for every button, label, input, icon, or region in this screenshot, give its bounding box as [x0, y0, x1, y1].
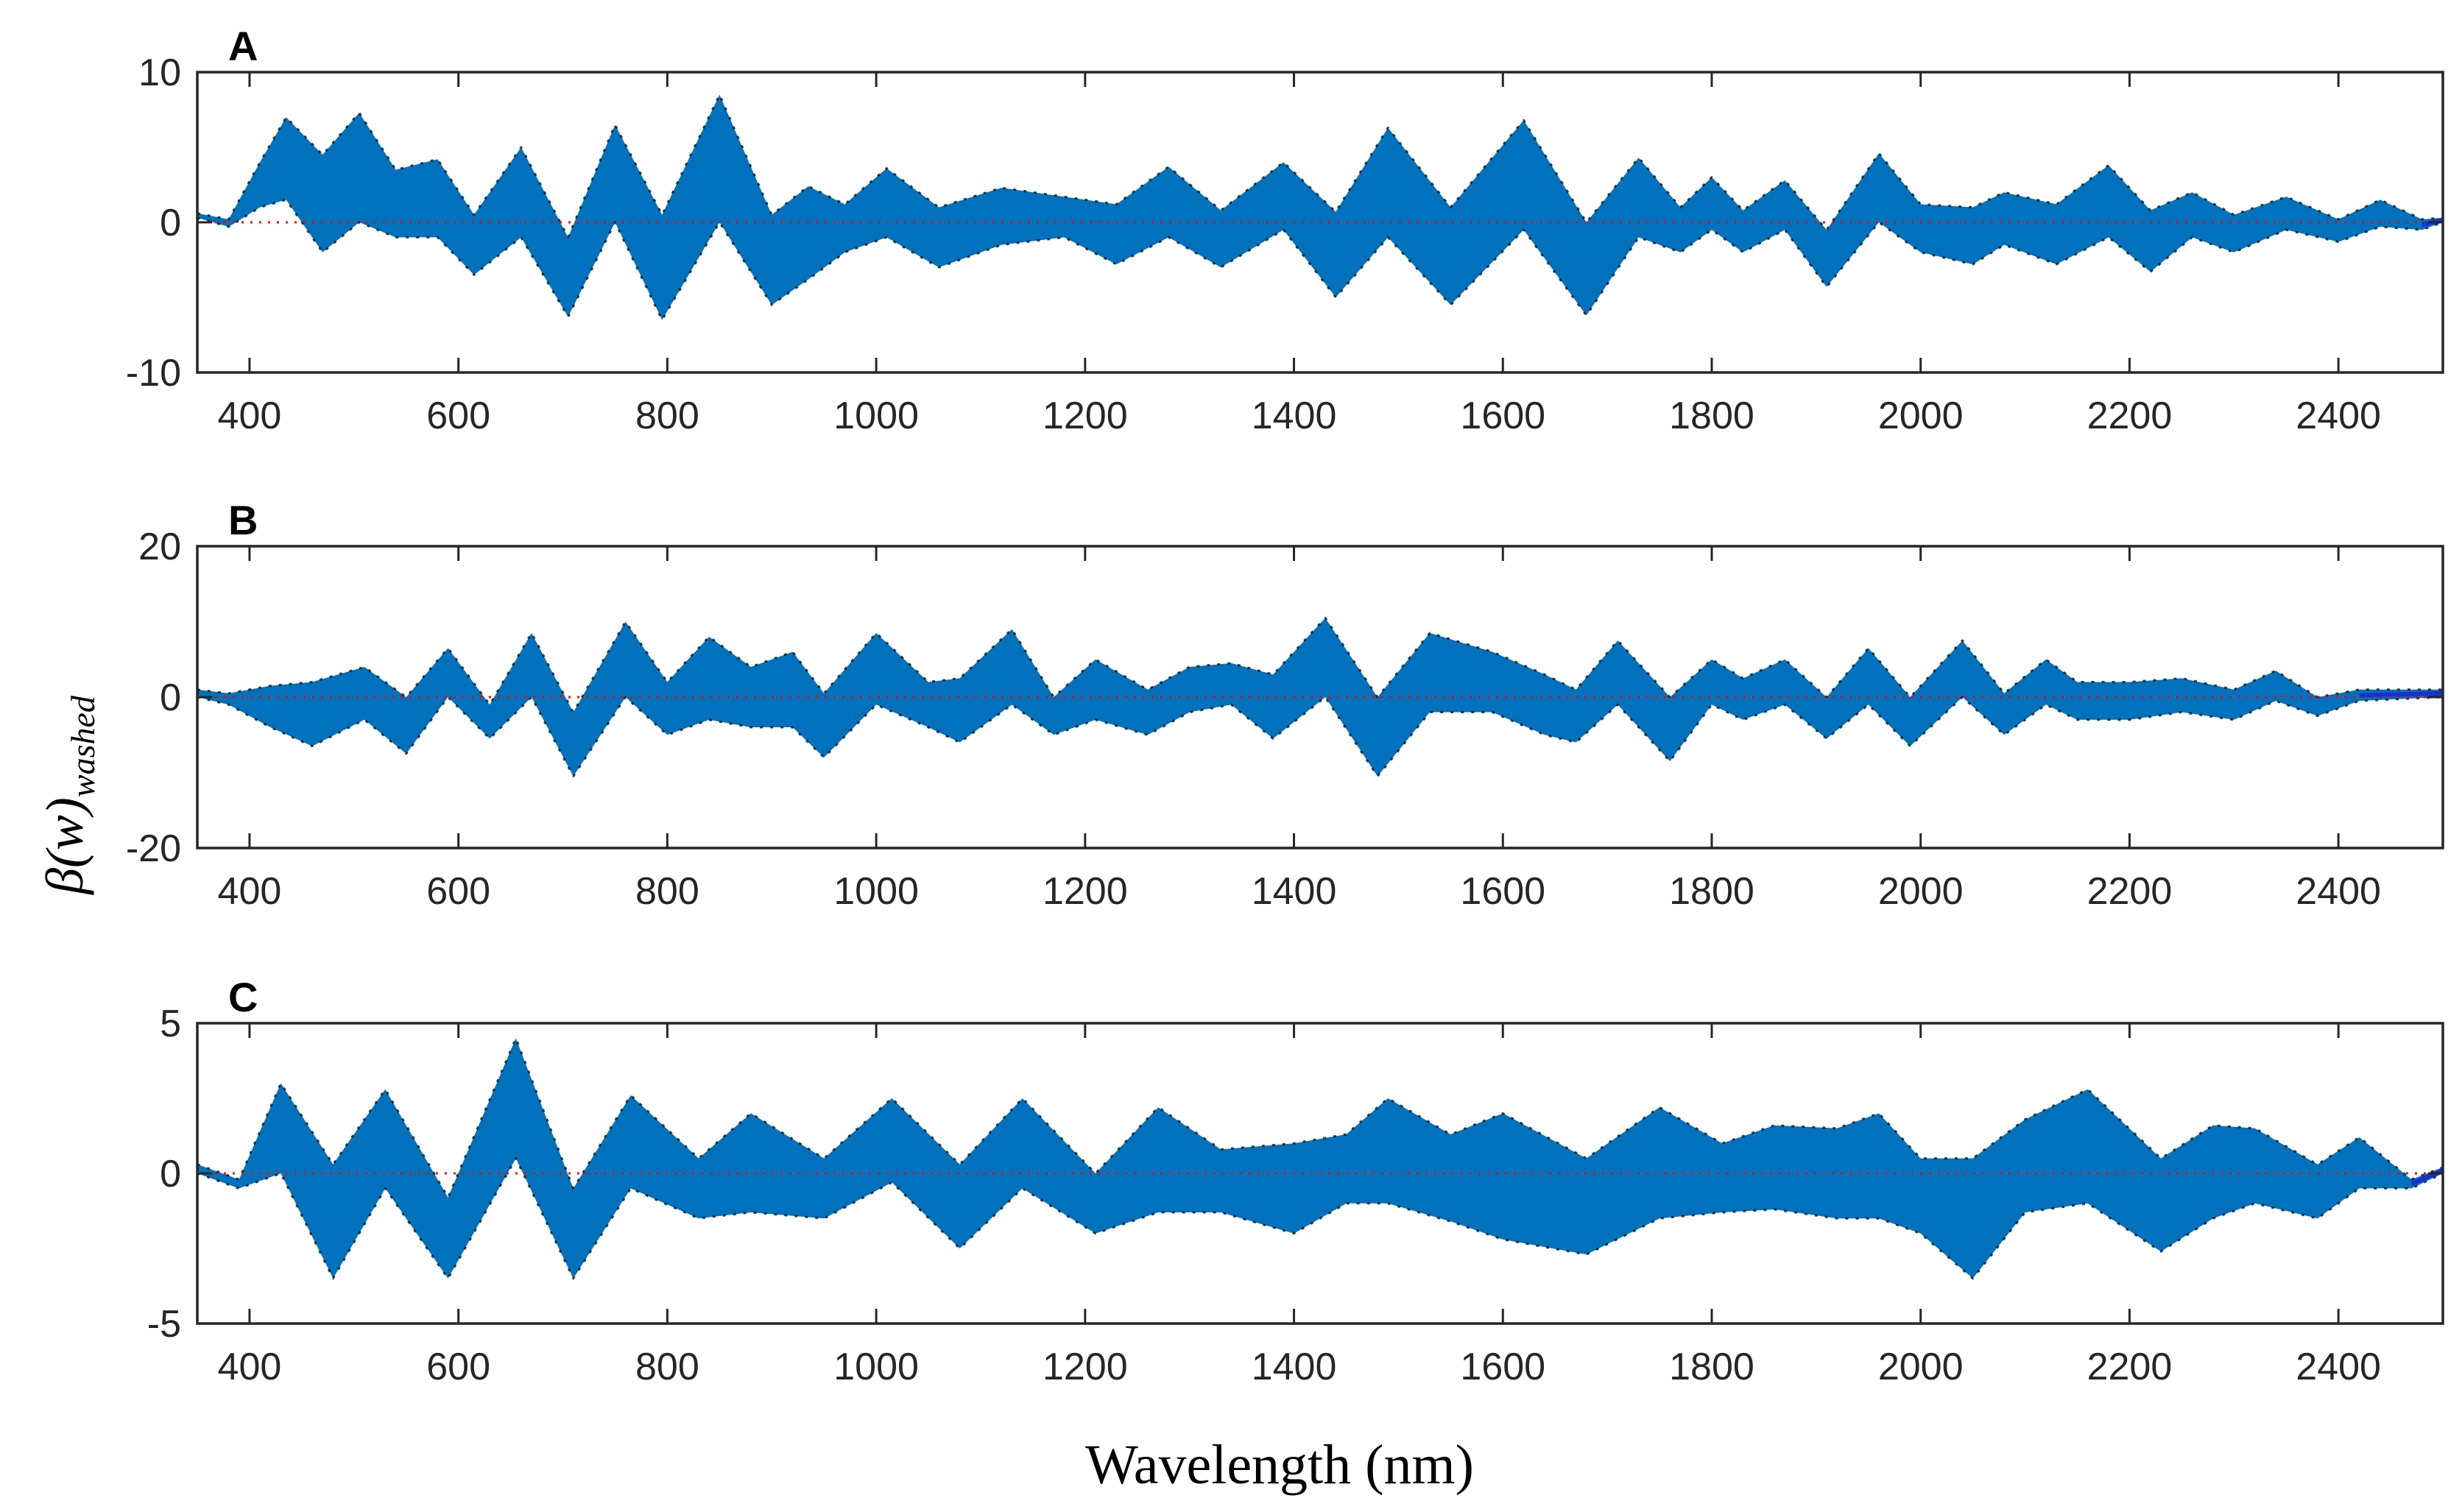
x-tick-label-a-2200: 2200: [2087, 395, 2173, 437]
band-upper-edge-b: [197, 616, 2443, 713]
x-tick-label-c-400: 400: [218, 1346, 282, 1388]
x-tick-label-b-1200: 1200: [1043, 870, 1128, 913]
panel-label-b: B: [228, 497, 258, 543]
series-end-b: [2359, 690, 2443, 698]
y-tick-label-b--20: -20: [126, 827, 181, 870]
x-tick-label-c-800: 800: [635, 1346, 699, 1388]
panel-label-a: A: [228, 23, 258, 69]
x-tick-label-b-1800: 1800: [1669, 870, 1754, 913]
band-lower-edge-a: [197, 198, 2443, 322]
svg-text:β(w)washed: β(w)washed: [35, 695, 102, 896]
x-tick-label-a-1400: 1400: [1252, 395, 1337, 437]
panels: 400 600 800 1000 1200 1400 1600 1800 2000 2200 240…: [126, 23, 2444, 1388]
x-tick-label-b-400: 400: [218, 870, 282, 913]
y-tick-label-b-0: 0: [160, 676, 181, 719]
panel-b: 400 600 800 1000 1200 1400 1600 1800 2000 2200 240…: [126, 497, 2444, 913]
x-tick-label-a-1600: 1600: [1460, 395, 1545, 437]
panel-c: 400 600 800 1000 1200 1400 1600 1800 2000 2200 240…: [147, 974, 2444, 1388]
x-tick-label-b-1400: 1400: [1252, 870, 1337, 913]
x-tick-label-b-1000: 1000: [833, 870, 919, 913]
x-tick-label-a-1000: 1000: [833, 395, 919, 437]
y-tick-label-b-20: 20: [138, 526, 181, 568]
x-tick-label-b-2200: 2200: [2087, 870, 2173, 913]
y-tick-label-a-0: 0: [160, 202, 181, 244]
x-tick-label-a-2400: 2400: [2296, 395, 2381, 437]
x-tick-label-a-400: 400: [218, 395, 282, 437]
plot-area-a: [197, 93, 2443, 322]
x-tick-label-c-1400: 1400: [1252, 1346, 1337, 1388]
band-lower-edge-c: [197, 1157, 2443, 1280]
y-tick-label-c--5: -5: [147, 1303, 181, 1346]
x-tick-label-b-2000: 2000: [1878, 870, 1964, 913]
x-axis-title: Wavelength (nm): [1085, 1434, 1474, 1496]
x-tick-label-a-800: 800: [635, 395, 699, 437]
spectral-band-a: [197, 94, 2443, 320]
x-tick-label-c-2400: 2400: [2296, 1346, 2381, 1388]
y-tick-label-c-5: 5: [160, 1003, 181, 1045]
x-tick-label-c-2200: 2200: [2087, 1346, 2173, 1388]
x-tick-label-c-2000: 2000: [1878, 1346, 1964, 1388]
x-tick-label-b-800: 800: [635, 870, 699, 913]
panel-label-c: C: [228, 974, 258, 1020]
y-axis-title: β(w)washed: [35, 695, 102, 896]
x-tick-label-c-1600: 1600: [1460, 1346, 1545, 1388]
panel-a: 400 600 800 1000 1200 1400 1600 1800 2000 2200 240…: [126, 23, 2444, 437]
y-tick-label-a--10: -10: [126, 352, 181, 395]
x-tick-label-a-2000: 2000: [1878, 395, 1964, 437]
x-tick-label-a-1200: 1200: [1043, 395, 1128, 437]
x-tick-label-b-1600: 1600: [1460, 870, 1545, 913]
x-tick-label-b-600: 600: [426, 870, 490, 913]
x-tick-label-b-2400: 2400: [2296, 870, 2381, 913]
x-tick-label-c-600: 600: [426, 1346, 490, 1388]
plot-area-b: [197, 616, 2443, 778]
x-tick-label-c-1200: 1200: [1043, 1346, 1128, 1388]
x-tick-label-c-1800: 1800: [1669, 1346, 1754, 1388]
band-lower-edge-b: [197, 696, 2443, 778]
band-upper-edge-a: [197, 93, 2443, 239]
y-tick-label-c-0: 0: [160, 1153, 181, 1195]
y-tick-label-a-10: 10: [138, 52, 181, 94]
x-tick-label-a-600: 600: [426, 395, 490, 437]
x-tick-label-a-1800: 1800: [1669, 395, 1754, 437]
spectral-band-c: [197, 1038, 2443, 1279]
x-tick-label-c-1000: 1000: [833, 1346, 919, 1388]
y-axis-title-main: β(w): [35, 797, 94, 896]
y-axis-title-subscript: washed: [64, 695, 102, 797]
